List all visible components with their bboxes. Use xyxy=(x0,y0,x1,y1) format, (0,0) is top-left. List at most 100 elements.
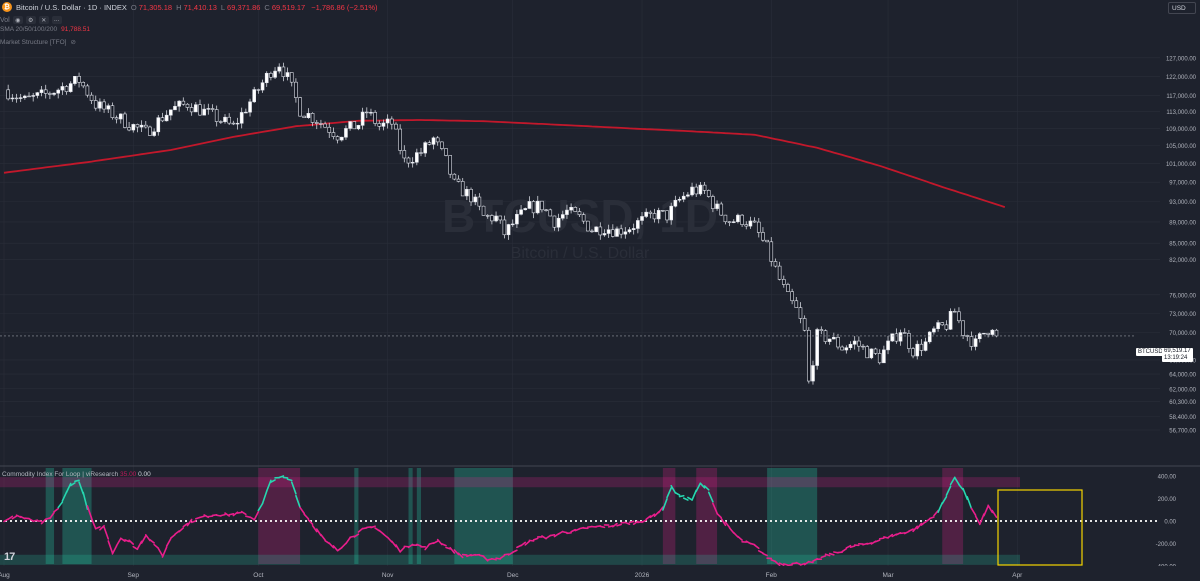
candle-down xyxy=(877,353,882,364)
sma-value: 91,788.51 xyxy=(61,26,91,33)
candle-down xyxy=(861,345,865,348)
oscillator-segment xyxy=(61,491,68,502)
sma-200-path xyxy=(3,119,1006,208)
oscillator-segment xyxy=(53,507,60,513)
candle-down xyxy=(406,157,411,164)
candle-down xyxy=(756,221,761,233)
oscillator-segment xyxy=(182,522,189,528)
candle-down xyxy=(902,332,907,334)
oscillator-segment xyxy=(637,520,643,524)
oscillator-segment xyxy=(753,544,760,550)
oscillator-segment xyxy=(128,539,135,545)
candle-up xyxy=(273,70,277,78)
candle-down xyxy=(440,141,444,149)
candle-down xyxy=(43,89,48,94)
candle-up xyxy=(98,101,102,109)
oscillator-segment xyxy=(649,513,656,519)
candle-up xyxy=(673,199,678,207)
oscillator-segment xyxy=(466,553,472,558)
oscillator-segment xyxy=(762,552,768,557)
candle-down xyxy=(64,86,69,92)
symbol-title[interactable]: Bitcoin / U.S. Dollar · 1D · INDEX xyxy=(16,2,127,12)
candle-down xyxy=(952,311,957,313)
candle-up xyxy=(515,213,519,225)
oscillator-segment xyxy=(86,505,93,519)
price-tick-label: 122,000.00 xyxy=(1166,75,1197,81)
oscillator-segment xyxy=(328,542,335,549)
market-structure-row[interactable]: Market Structure [TFO] ⊘ xyxy=(0,38,76,47)
eye-icon[interactable]: ◉ xyxy=(12,16,23,24)
oscillator-segment xyxy=(511,549,518,554)
oscillator-segment xyxy=(49,511,55,520)
oscillator-header[interactable]: Commodity Index For Loop | viResearch 35… xyxy=(2,471,151,478)
ohlc-item: C 69,519.17 xyxy=(264,3,307,12)
oscillator-segment xyxy=(799,562,806,566)
oscillator-segment xyxy=(983,505,989,517)
price-tick-label: 62,000.00 xyxy=(1169,387,1196,393)
oscillator-segment xyxy=(632,520,639,525)
candle-up xyxy=(644,211,648,217)
bull-band xyxy=(454,468,513,564)
time-tick-label: Mar xyxy=(882,572,894,579)
bull-band xyxy=(354,468,359,564)
candle-down xyxy=(477,196,482,207)
candle-up xyxy=(35,92,40,96)
candle-up xyxy=(640,216,644,221)
sma-indicator-row[interactable]: SMA 20/50/100/200 91,788.51 xyxy=(0,26,90,33)
candle-down xyxy=(394,123,398,130)
bear-band xyxy=(662,468,676,564)
candle-up xyxy=(18,97,23,99)
oscillator-segment xyxy=(666,487,673,499)
candle-up xyxy=(869,348,874,359)
candle-down xyxy=(227,116,231,124)
ohlc-value: 69,371.86 xyxy=(227,2,261,12)
highlight-box xyxy=(997,489,1083,566)
candle-down xyxy=(319,123,323,125)
candle-down xyxy=(214,109,219,122)
oscillator-segment xyxy=(107,540,114,554)
close-icon[interactable]: ✕ xyxy=(38,16,49,24)
price-tick-label: 64,000.00 xyxy=(1169,373,1196,379)
oscillator-segment xyxy=(699,482,706,489)
candle-down xyxy=(6,89,10,100)
eye-off-icon[interactable]: ⊘ xyxy=(70,39,76,46)
oscillator-segment xyxy=(912,525,919,533)
oscillator-segment xyxy=(682,497,689,501)
candle-down xyxy=(81,82,86,87)
candle-up xyxy=(982,332,986,335)
candle-up xyxy=(73,75,77,84)
candle-down xyxy=(364,111,369,114)
price-tick-label: 101,000.00 xyxy=(1166,162,1197,168)
price-tick-label: 93,000.00 xyxy=(1169,200,1196,206)
oscillator-segment xyxy=(445,546,451,550)
oscillator-segment xyxy=(528,539,535,542)
candle-down xyxy=(302,115,307,118)
oscillator-segment xyxy=(186,518,193,527)
settings-icon[interactable]: ⚙ xyxy=(25,16,36,24)
candle-down xyxy=(765,239,769,243)
oscillator-segment xyxy=(424,543,431,551)
oscillator-segment xyxy=(628,520,635,524)
watermark-symbol: BTCUSD, 1D xyxy=(442,190,718,242)
candle-down xyxy=(485,215,490,217)
oscillator-segment xyxy=(32,519,39,523)
more-icon[interactable]: … xyxy=(51,16,62,24)
ohlc-item: H 71,410.13 xyxy=(176,3,219,12)
candle-down xyxy=(123,113,127,128)
candle-down xyxy=(256,89,261,91)
last-price: 69,519.17 xyxy=(1164,348,1191,354)
oscillator-value-b: 0.00 xyxy=(138,471,151,478)
oscillator-segment xyxy=(712,502,718,515)
oscillator-segment xyxy=(849,545,856,549)
time-tick-label: Apr xyxy=(1012,572,1023,579)
oscillator-segment xyxy=(57,501,64,509)
oscillator-segment xyxy=(320,533,326,541)
oscillator-segment xyxy=(737,535,743,541)
tradingview-logo[interactable]: 17 xyxy=(4,551,15,563)
candle-up xyxy=(623,231,628,235)
candle-down xyxy=(994,329,999,337)
oscillator-segment xyxy=(78,481,85,495)
candle-down xyxy=(777,265,782,280)
currency-selector[interactable]: USD xyxy=(1168,2,1196,14)
